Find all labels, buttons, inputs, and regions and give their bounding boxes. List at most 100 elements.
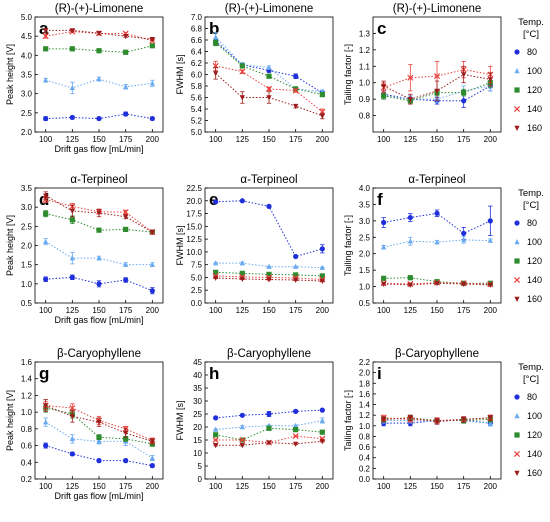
y-tick-label: 5	[198, 462, 203, 471]
y-tick-label: 5.6	[191, 94, 203, 103]
legend-label: 160	[527, 123, 542, 133]
data-point	[407, 238, 413, 244]
legend-label: 140	[527, 449, 542, 459]
y-tick-label: 3.5	[359, 200, 371, 209]
data-point	[461, 281, 467, 287]
data-point	[96, 281, 102, 287]
panel-f: α-Terpineol f 100 125 150 175 200 0.5 1.0 1.5 2.0 2…	[343, 174, 544, 315]
series-100	[213, 32, 325, 94]
data-point	[149, 37, 155, 43]
panel-title: α-Terpineol	[408, 174, 465, 186]
y-tick-label: 2.2	[359, 358, 371, 367]
y-tick-label: 0.2	[359, 464, 371, 473]
legend-marker	[514, 394, 520, 400]
y-axis-label: Tailing factor [-]	[343, 44, 353, 105]
data-point	[149, 115, 155, 122]
data-point	[213, 275, 219, 281]
x-tick-label: 175	[289, 482, 303, 491]
y-tick-label: 2.0	[21, 128, 33, 137]
x-tick-label: 150	[92, 135, 106, 144]
y-tick-label: 20.0	[186, 197, 202, 206]
y-tick-label: 0	[198, 475, 203, 484]
legend-marker	[513, 105, 521, 113]
data-point	[381, 417, 387, 423]
data-point	[434, 239, 440, 245]
data-point	[123, 226, 129, 232]
panel-title: (R)-(+)-Limonene	[225, 3, 314, 15]
data-point	[407, 74, 414, 81]
y-tick-label: 40	[193, 371, 202, 380]
data-point	[213, 415, 219, 421]
data-point	[461, 98, 467, 104]
series-80	[43, 111, 155, 122]
data-point	[461, 72, 467, 78]
x-tick-label: 175	[457, 482, 471, 491]
series-line	[45, 199, 153, 233]
panel-title: α-Terpineol	[240, 174, 297, 186]
y-tick-label: 3.0	[21, 90, 33, 99]
x-tick-label: 100	[39, 135, 53, 144]
data-point	[213, 71, 219, 77]
data-point	[213, 432, 219, 438]
y-tick-label: 20	[193, 423, 202, 432]
legend-label: 80	[527, 392, 537, 402]
x-tick-label: 125	[66, 482, 80, 491]
data-point	[319, 278, 325, 285]
data-point	[319, 407, 325, 413]
y-tick-label: 6.4	[191, 48, 203, 57]
panel-c: (R)-(+)-Limonene c 100 125 150 175 200 0.8 0.9 1.…	[343, 3, 544, 144]
x-tick-label: 125	[66, 306, 80, 315]
panel-letter: b	[209, 19, 219, 38]
series-100	[43, 238, 155, 267]
y-tick-label: 1.0	[359, 79, 371, 88]
legend-label: 100	[527, 66, 542, 76]
data-point	[381, 275, 387, 281]
y-tick-label: 0.8	[359, 432, 371, 441]
data-point	[123, 111, 129, 117]
y-tick-label: 0.0	[359, 475, 371, 484]
data-point	[319, 429, 325, 435]
data-point	[96, 48, 102, 54]
x-tick-label: 100	[209, 135, 223, 144]
x-tick-label: 125	[236, 482, 250, 491]
data-point	[266, 95, 272, 101]
data-point	[43, 442, 49, 449]
y-tick-label: 10	[193, 449, 202, 458]
data-point	[293, 263, 299, 269]
series-120	[213, 39, 325, 98]
data-point	[213, 199, 219, 205]
x-tick-label: 125	[236, 306, 250, 315]
legend-label: 160	[527, 294, 542, 304]
legend-unit: [°C]	[523, 29, 539, 40]
y-tick-label: 45	[193, 358, 202, 367]
data-point	[292, 87, 299, 94]
x-tick-label: 150	[430, 135, 444, 144]
y-tick-label: 0.2	[21, 475, 33, 484]
legend-marker	[514, 87, 520, 93]
legend: Temp.[°C] 80 100 120 140 160	[513, 362, 544, 478]
data-point	[487, 282, 493, 288]
data-point	[434, 88, 440, 94]
data-point	[239, 260, 245, 266]
series-160	[213, 67, 325, 120]
data-point	[407, 214, 413, 221]
x-axis-label: Drift gas flow [mL/min]	[54, 491, 143, 501]
panel-letter: f	[377, 190, 383, 209]
series-160	[43, 28, 155, 43]
x-tick-label: 150	[262, 135, 276, 144]
x-tick-label: 150	[92, 306, 106, 315]
y-tick-label: 17.5	[186, 210, 202, 219]
panel-letter: i	[377, 364, 382, 383]
data-point	[381, 281, 387, 287]
y-tick-label: 1.0	[359, 283, 371, 292]
data-point	[69, 414, 75, 420]
y-tick-label: 1.2	[359, 411, 371, 420]
y-tick-label: 1.6	[21, 358, 33, 367]
x-tick-label: 175	[119, 306, 133, 315]
legend-marker	[513, 276, 521, 284]
data-point	[319, 439, 325, 445]
y-tick-label: 6.6	[191, 36, 203, 45]
legend-marker	[514, 413, 520, 419]
